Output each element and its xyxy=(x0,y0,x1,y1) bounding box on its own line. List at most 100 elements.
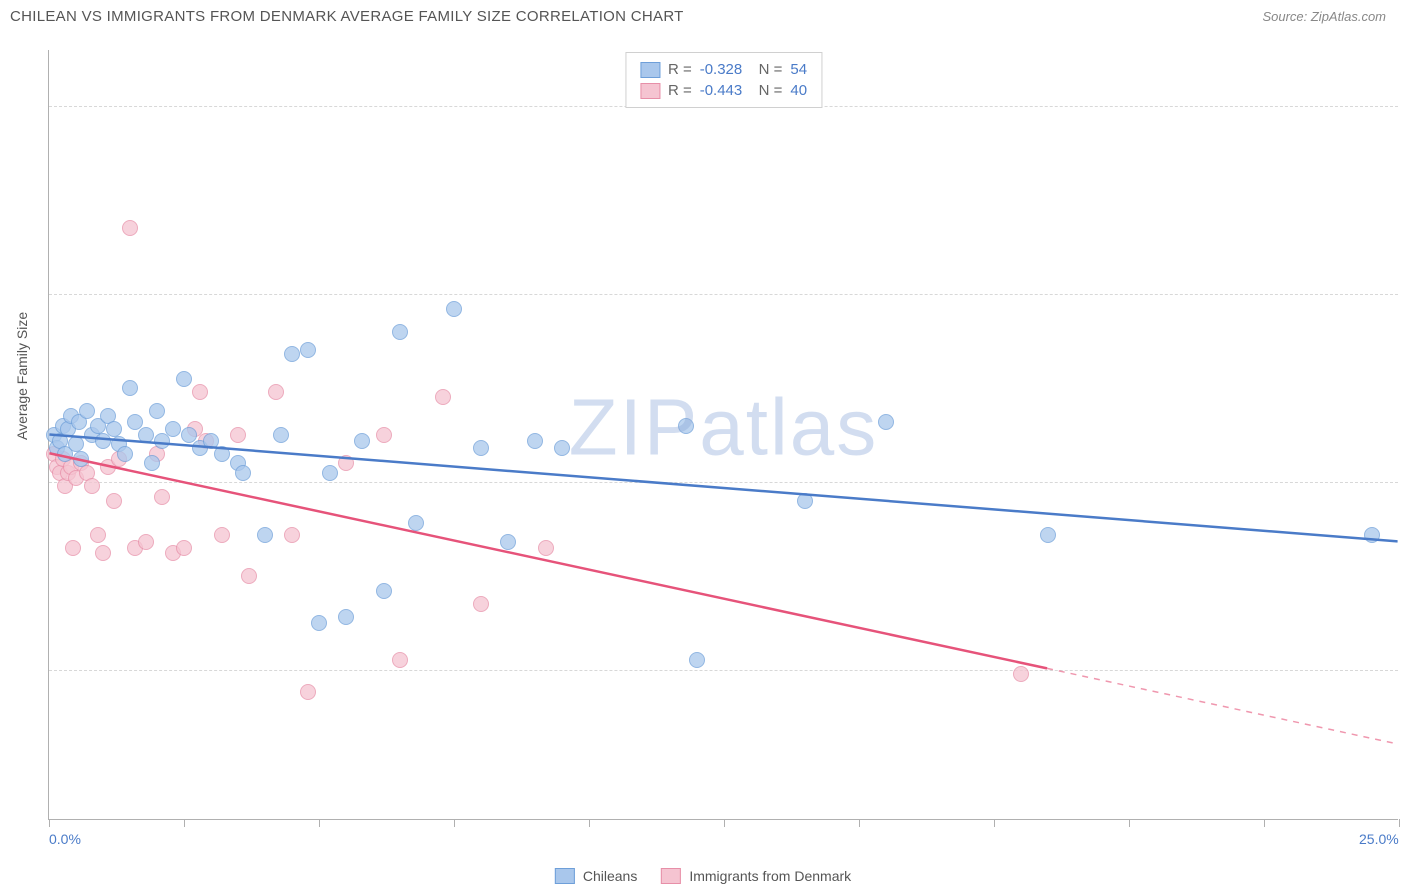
legend-n-value: 40 xyxy=(790,82,807,99)
legend-series-item: Chileans xyxy=(555,868,637,884)
legend-swatch xyxy=(555,868,575,884)
legend-series-label: Chileans xyxy=(583,868,637,884)
chileans-point xyxy=(235,465,251,481)
chileans-point xyxy=(500,534,516,550)
denmark-trendline-extrapolation xyxy=(1047,668,1398,744)
chileans-point xyxy=(284,346,300,362)
denmark-point xyxy=(65,540,81,556)
denmark-point xyxy=(473,596,489,612)
chileans-point xyxy=(106,421,122,437)
chart-container: ZIPatlas R = -0.328 N = 54R = -0.443 N =… xyxy=(48,50,1398,820)
denmark-point xyxy=(192,384,208,400)
denmark-point xyxy=(284,527,300,543)
denmark-point xyxy=(376,427,392,443)
legend-series-label: Immigrants from Denmark xyxy=(689,868,851,884)
chileans-point xyxy=(300,342,316,358)
chileans-point xyxy=(678,418,694,434)
chileans-point xyxy=(273,427,289,443)
x-tick-label: 25.0% xyxy=(1359,831,1399,847)
legend-n-label: N = xyxy=(750,82,782,99)
chileans-point xyxy=(797,493,813,509)
chileans-point xyxy=(338,609,354,625)
denmark-point xyxy=(122,220,138,236)
chart-header: CHILEAN VS IMMIGRANTS FROM DENMARK AVERA… xyxy=(0,0,1406,29)
denmark-point xyxy=(435,389,451,405)
legend-n-label: N = xyxy=(750,61,782,78)
chileans-point xyxy=(257,527,273,543)
legend-r-value: -0.328 xyxy=(700,61,743,78)
denmark-point xyxy=(538,540,554,556)
gridline-horizontal xyxy=(49,294,1398,295)
chileans-point xyxy=(446,301,462,317)
legend-series: Chileans Immigrants from Denmark xyxy=(555,868,851,884)
legend-r-value: -0.443 xyxy=(700,82,743,99)
legend-series-item: Immigrants from Denmark xyxy=(661,868,851,884)
watermark-text: ZIPatlas xyxy=(569,381,878,473)
legend-stats-box: R = -0.328 N = 54R = -0.443 N = 40 xyxy=(625,52,822,108)
chileans-point xyxy=(149,403,165,419)
x-tick xyxy=(859,819,860,827)
x-tick xyxy=(589,819,590,827)
plot-area: ZIPatlas R = -0.328 N = 54R = -0.443 N =… xyxy=(48,50,1398,820)
chileans-point xyxy=(138,427,154,443)
chileans-point xyxy=(68,436,84,452)
denmark-trendline xyxy=(49,453,1047,668)
legend-stats-row: R = -0.328 N = 54 xyxy=(640,59,807,80)
gridline-horizontal xyxy=(49,482,1398,483)
denmark-point xyxy=(214,527,230,543)
chileans-point xyxy=(408,515,424,531)
legend-r-label: R = xyxy=(668,61,692,78)
x-tick xyxy=(184,819,185,827)
chileans-point xyxy=(354,433,370,449)
denmark-point xyxy=(392,652,408,668)
denmark-point xyxy=(176,540,192,556)
chileans-point xyxy=(689,652,705,668)
denmark-point xyxy=(1013,666,1029,682)
denmark-point xyxy=(154,489,170,505)
chart-title: CHILEAN VS IMMIGRANTS FROM DENMARK AVERA… xyxy=(10,8,684,25)
chileans-point xyxy=(176,371,192,387)
legend-swatch xyxy=(640,62,660,78)
denmark-point xyxy=(300,684,316,700)
chileans-point xyxy=(214,446,230,462)
chileans-point xyxy=(554,440,570,456)
x-tick xyxy=(724,819,725,827)
chileans-point xyxy=(117,446,133,462)
source-attribution: Source: ZipAtlas.com xyxy=(1262,9,1386,24)
denmark-point xyxy=(90,527,106,543)
chileans-point xyxy=(878,414,894,430)
x-tick-label: 0.0% xyxy=(49,831,81,847)
legend-stats-row: R = -0.443 N = 40 xyxy=(640,80,807,101)
legend-swatch xyxy=(640,83,660,99)
y-axis-label: Average Family Size xyxy=(14,312,30,440)
x-tick xyxy=(49,819,50,827)
denmark-point xyxy=(230,427,246,443)
chileans-point xyxy=(79,403,95,419)
chileans-point xyxy=(165,421,181,437)
chileans-point xyxy=(73,451,89,467)
chileans-point xyxy=(376,583,392,599)
chileans-trendline xyxy=(49,435,1397,542)
x-tick xyxy=(454,819,455,827)
x-tick xyxy=(1399,819,1400,827)
chileans-point xyxy=(473,440,489,456)
legend-swatch xyxy=(661,868,681,884)
denmark-point xyxy=(241,568,257,584)
x-tick xyxy=(1129,819,1130,827)
denmark-point xyxy=(84,478,100,494)
chileans-point xyxy=(322,465,338,481)
chileans-point xyxy=(527,433,543,449)
denmark-point xyxy=(106,493,122,509)
chileans-point xyxy=(1364,527,1380,543)
denmark-point xyxy=(268,384,284,400)
legend-r-label: R = xyxy=(668,82,692,99)
x-tick xyxy=(1264,819,1265,827)
chileans-point xyxy=(122,380,138,396)
chileans-point xyxy=(392,324,408,340)
x-tick xyxy=(994,819,995,827)
trend-lines-svg xyxy=(49,50,1398,819)
chileans-point xyxy=(311,615,327,631)
legend-n-value: 54 xyxy=(790,61,807,78)
denmark-point xyxy=(95,545,111,561)
chileans-point xyxy=(1040,527,1056,543)
